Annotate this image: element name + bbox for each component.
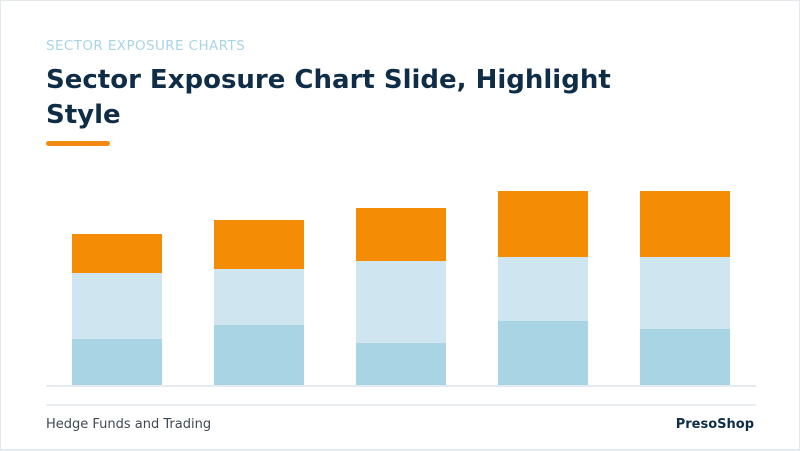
footer-divider xyxy=(46,404,756,406)
bar-3-segment-2 xyxy=(356,261,446,343)
bar-2-segment-3 xyxy=(214,220,304,269)
bar-3-segment-3 xyxy=(356,208,446,261)
bar-1-segment-1 xyxy=(72,339,162,386)
bar-4-segment-1 xyxy=(498,321,588,386)
bar-group xyxy=(72,191,730,386)
footer-caption: Hedge Funds and Trading xyxy=(46,417,212,432)
brand-label: PresoShop xyxy=(675,417,754,432)
bar-4-segment-2 xyxy=(498,257,588,321)
bar-5-segment-2 xyxy=(640,257,730,329)
bar-5-segment-3 xyxy=(640,191,730,257)
bar-1-segment-3 xyxy=(72,234,162,273)
bar-2-segment-1 xyxy=(214,325,304,386)
chart-baseline xyxy=(46,385,756,387)
slide-title: Sector Exposure Chart Slide, Highlight S… xyxy=(46,65,611,130)
bar-3-segment-1 xyxy=(356,343,446,386)
bar-4-segment-3 xyxy=(498,191,588,257)
bar-5-segment-1 xyxy=(640,329,730,386)
bar-1-segment-2 xyxy=(72,273,162,339)
eyebrow-label: SECTOR EXPOSURE CHARTS xyxy=(46,38,246,54)
bar-2-segment-2 xyxy=(214,269,304,325)
title-accent-bar xyxy=(46,141,110,146)
